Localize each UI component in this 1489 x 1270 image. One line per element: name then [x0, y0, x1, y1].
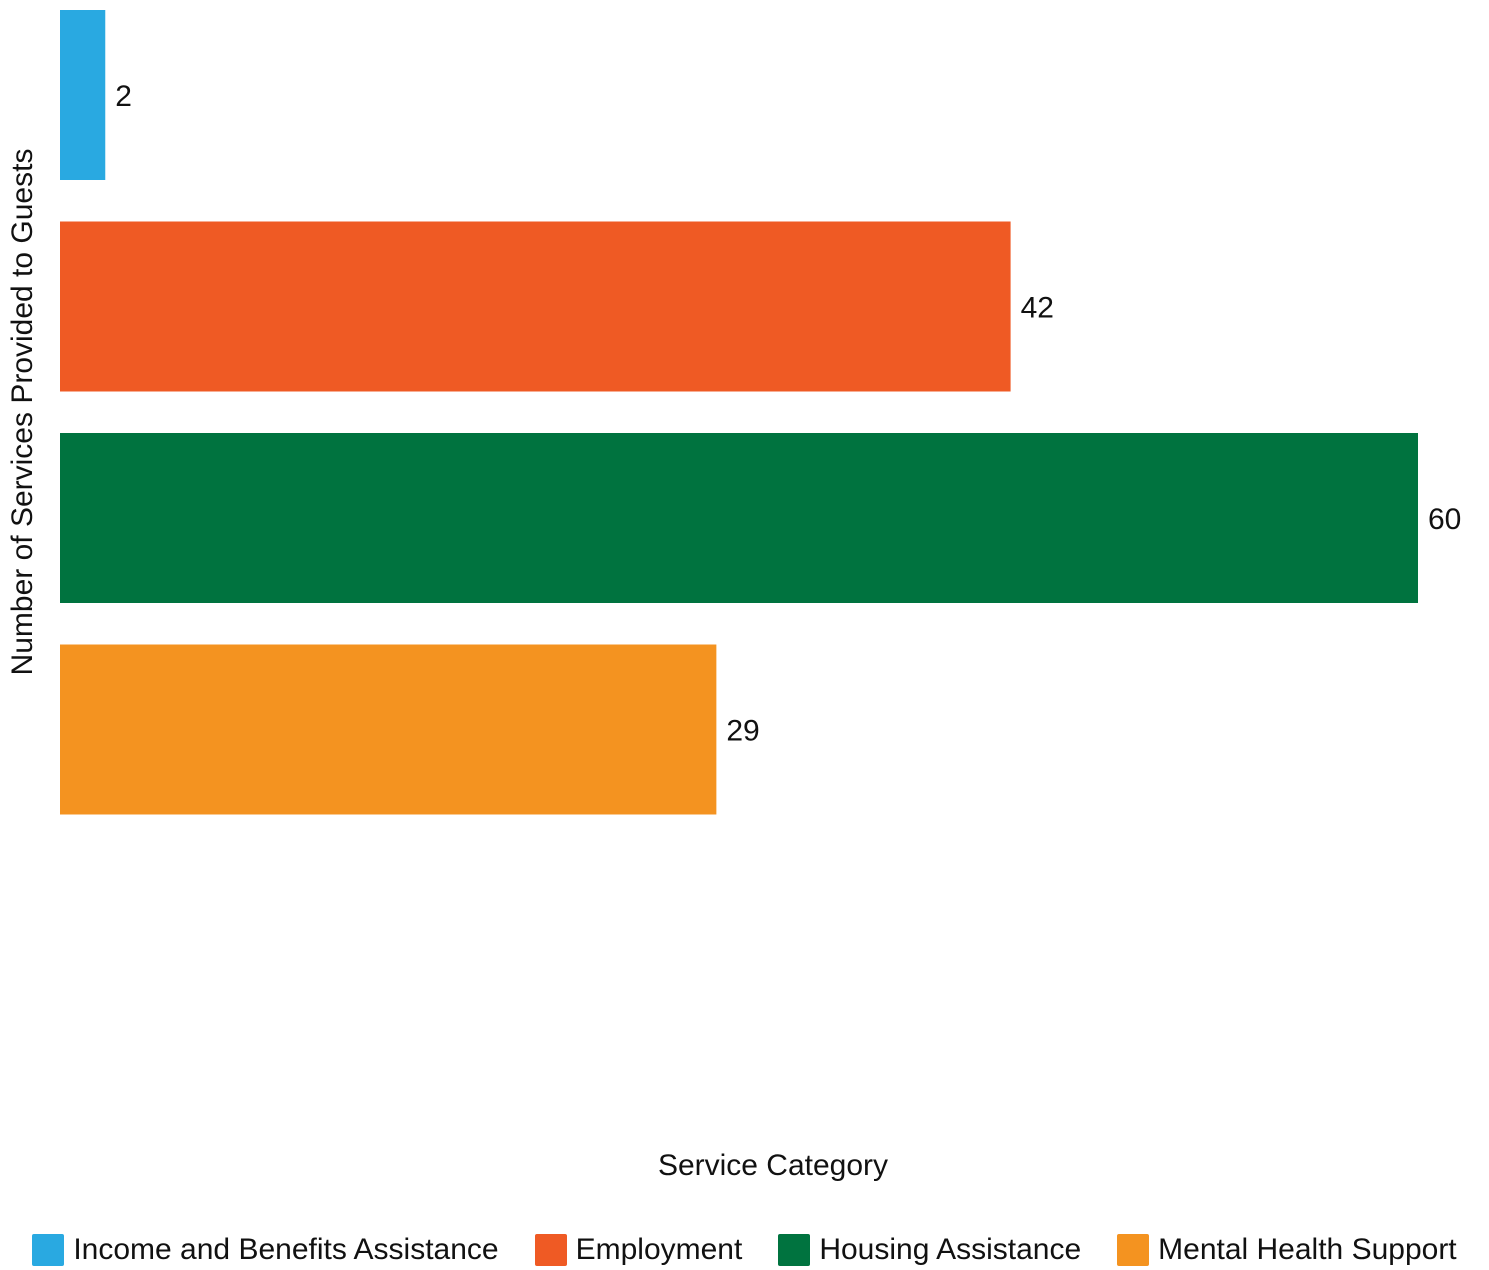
- legend-swatch-mental-health-support: [1117, 1234, 1150, 1266]
- bar-housing-assistance[interactable]: [60, 433, 1418, 603]
- legend-label-mental-health-support: Mental Health Support: [1158, 1233, 1457, 1266]
- bar-income-and-benefits-assistance[interactable]: [60, 10, 106, 180]
- data-label-mental-health-support: 29: [726, 715, 759, 748]
- data-label-employment: 42: [1021, 292, 1054, 325]
- legend-swatch-employment: [534, 1234, 567, 1266]
- data-label-income-and-benefits-assistance: 2: [115, 80, 132, 113]
- legend-swatch-housing-assistance: [778, 1234, 811, 1266]
- bars-layer: [60, 10, 1418, 815]
- legend: Income and Benefits Assistance Employmen…: [0, 1230, 1489, 1270]
- legend-item-housing-assistance[interactable]: Housing Assistance: [778, 1233, 1081, 1267]
- bar-employment[interactable]: [60, 221, 1011, 392]
- data-labels-layer: 2 42 60 29: [115, 80, 1461, 748]
- legend-item-mental-health-support[interactable]: Mental Health Support: [1117, 1233, 1457, 1267]
- legend-item-employment[interactable]: Employment: [534, 1233, 743, 1267]
- data-label-housing-assistance: 60: [1428, 503, 1461, 536]
- legend-item-income-benefits[interactable]: Income and Benefits Assistance: [32, 1233, 499, 1267]
- legend-label-employment: Employment: [575, 1233, 743, 1266]
- legend-label-housing-assistance: Housing Assistance: [819, 1233, 1082, 1266]
- x-axis-title: Service Category: [658, 1149, 888, 1182]
- legend-swatch-income-benefits: [32, 1234, 65, 1266]
- y-axis-title: Number of Services Provided to Guests: [6, 149, 39, 676]
- legend-label-income-benefits: Income and Benefits Assistance: [73, 1233, 499, 1266]
- bar-mental-health-support[interactable]: [60, 644, 717, 815]
